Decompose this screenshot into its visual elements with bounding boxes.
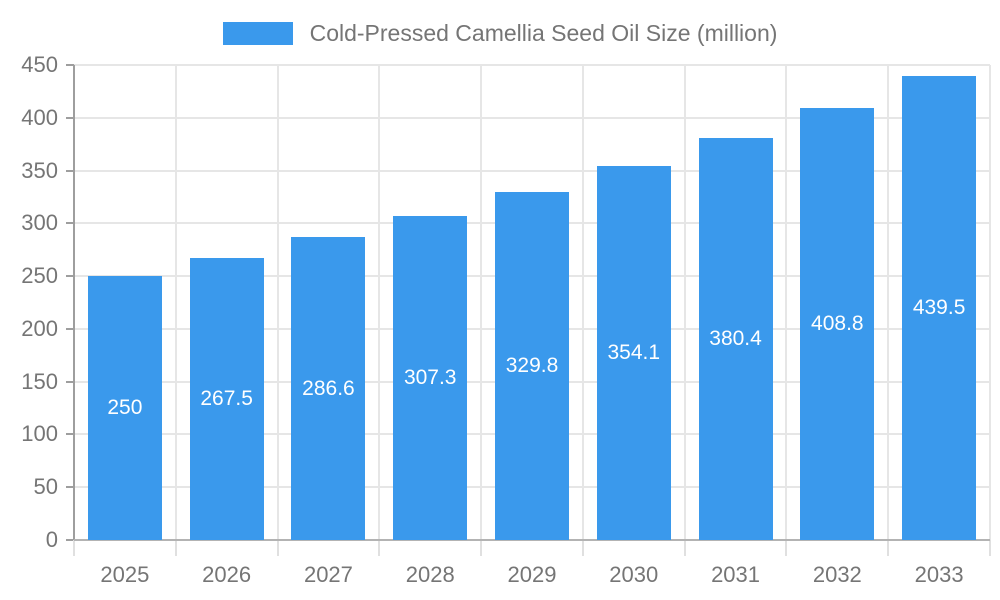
- x-gridline: [785, 65, 788, 540]
- x-axis-tick-label: 2027: [303, 562, 353, 587]
- bar[interactable]: [596, 166, 671, 540]
- bar[interactable]: [291, 237, 366, 540]
- bar-value-label: 354.1: [607, 341, 661, 365]
- x-gridline: [989, 65, 991, 540]
- legend-series-label: Cold-Pressed Camellia Seed Oil Size (mil…: [309, 20, 778, 46]
- y-axis-tick: [66, 275, 74, 278]
- x-axis-tick: [989, 540, 991, 556]
- y-axis-tick: [66, 539, 74, 541]
- y-axis-tick-label: 150: [21, 368, 58, 394]
- y-axis-line: [73, 65, 75, 540]
- y-axis-tick-label: 300: [21, 210, 58, 236]
- x-axis-tick-label: 2029: [507, 562, 557, 587]
- x-gridline: [480, 65, 483, 540]
- bar[interactable]: [902, 76, 977, 540]
- bar-value-label: 408.8: [811, 312, 864, 336]
- bar-value-label: 250: [107, 396, 143, 420]
- x-gridline: [683, 65, 686, 540]
- bar-value-label: 439.5: [912, 296, 966, 320]
- x-axis-tick: [887, 540, 890, 556]
- y-axis-tick-label: 400: [21, 104, 58, 130]
- y-axis-tick: [66, 222, 74, 225]
- x-axis-baseline: [74, 539, 990, 541]
- y-axis-tick-label: 200: [21, 315, 58, 341]
- x-axis-tick: [174, 540, 177, 556]
- y-axis-tick: [66, 380, 74, 383]
- y-axis-tick-label: 100: [21, 421, 58, 447]
- y-axis-tick-label: 250: [21, 263, 58, 289]
- x-gridline: [887, 65, 890, 540]
- bar-value-label: 286.6: [302, 376, 355, 400]
- bar[interactable]: [393, 215, 468, 540]
- bar-value-label: 267.5: [200, 386, 253, 410]
- bar[interactable]: [800, 108, 875, 540]
- y-axis-tick-label: 450: [21, 52, 58, 77]
- y-axis-tick: [66, 486, 74, 489]
- y-gridline: [74, 64, 990, 66]
- x-axis-tick-label: 2028: [405, 562, 455, 587]
- x-axis-tick: [785, 540, 788, 556]
- x-gridline: [174, 65, 177, 540]
- y-axis-tick-label: 50: [33, 474, 58, 500]
- y-axis-tick: [66, 64, 74, 66]
- x-axis-tick-label: 2033: [914, 562, 964, 587]
- y-axis-tick: [66, 433, 74, 436]
- x-axis-tick-label: 2025: [100, 562, 150, 587]
- x-axis-tick-label: 2026: [202, 562, 252, 587]
- y-gridline: [74, 169, 990, 172]
- x-axis-tick: [581, 540, 584, 556]
- bar-value-label: 329.8: [505, 353, 559, 377]
- bar-value-label: 380.4: [709, 327, 762, 351]
- y-axis-tick: [66, 169, 74, 172]
- bar[interactable]: [189, 257, 264, 540]
- y-axis-tick: [66, 327, 74, 330]
- x-gridline: [276, 65, 279, 540]
- x-axis-tick-label: 2032: [812, 562, 862, 587]
- y-gridline: [74, 116, 990, 119]
- bar[interactable]: [87, 276, 162, 540]
- y-axis-tick-label: 0: [45, 527, 58, 552]
- x-axis-tick: [378, 540, 381, 556]
- x-gridline: [581, 65, 584, 540]
- bar-value-label: 307.3: [403, 365, 457, 389]
- y-axis-tick: [66, 116, 74, 119]
- legend: Cold-Pressed Camellia Seed Oil Size (mil…: [0, 20, 1000, 47]
- x-axis-tick: [276, 540, 279, 556]
- x-axis-tick: [683, 540, 686, 556]
- y-axis-tick-label: 350: [21, 157, 58, 183]
- x-axis-tick: [73, 540, 75, 556]
- x-axis-tick: [480, 540, 483, 556]
- x-gridline: [378, 65, 381, 540]
- bar[interactable]: [698, 138, 773, 540]
- x-axis-tick-label: 2031: [711, 562, 761, 587]
- legend-swatch: [222, 22, 293, 45]
- bar[interactable]: [495, 191, 569, 540]
- x-axis-tick-label: 2030: [609, 562, 659, 587]
